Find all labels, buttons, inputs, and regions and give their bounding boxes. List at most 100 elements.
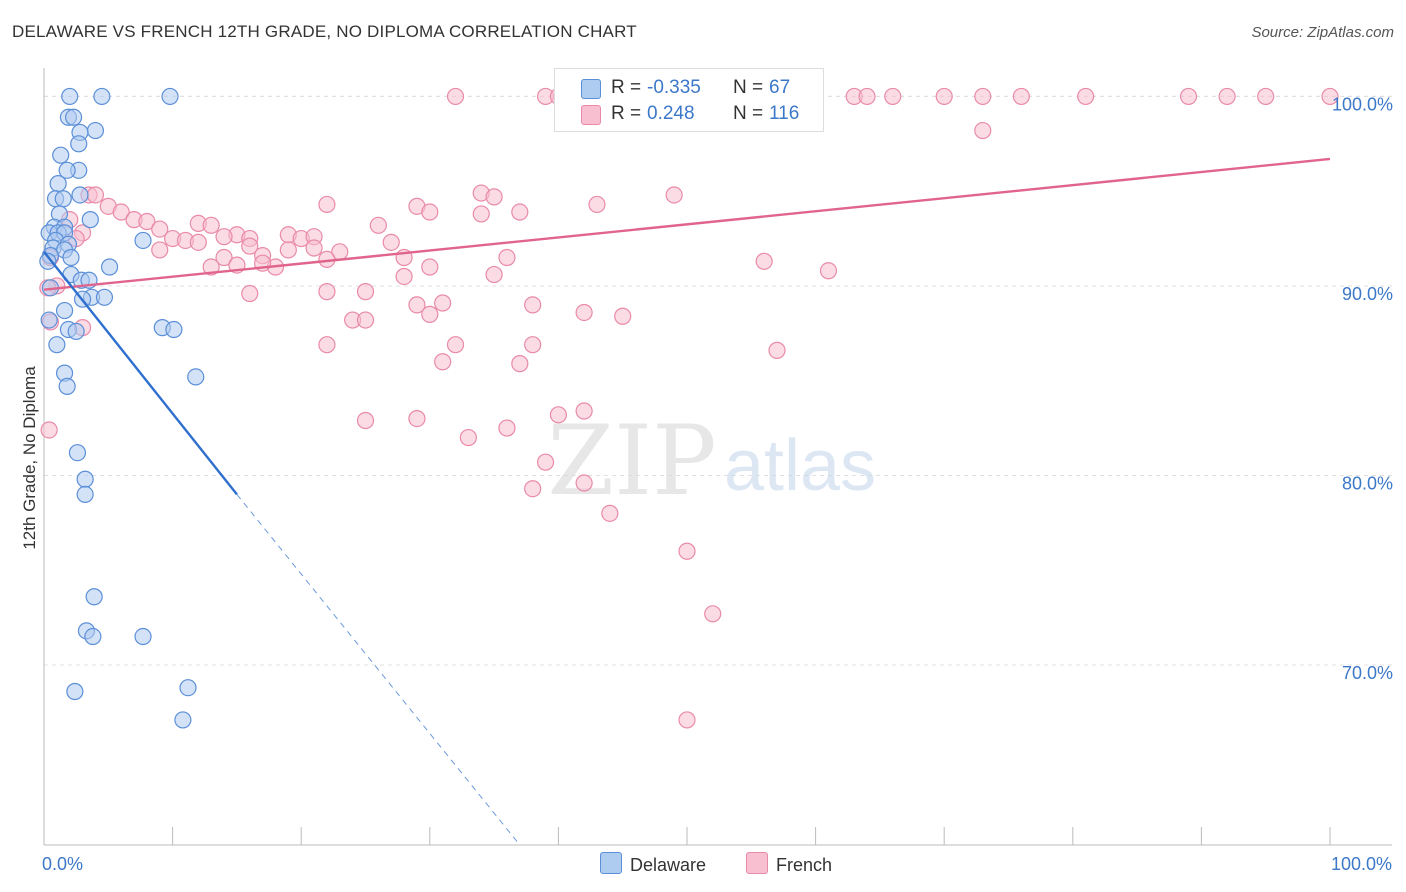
french-point <box>935 87 953 106</box>
french-point <box>1012 87 1030 106</box>
french-point <box>974 121 992 140</box>
bottom-legend-label-delaware: Delaware <box>630 855 707 875</box>
french-point <box>511 355 529 373</box>
y-tick-label: 100.0% <box>1332 94 1393 114</box>
delaware-point <box>84 627 102 646</box>
french-point <box>485 188 503 206</box>
french-point <box>884 87 902 106</box>
delaware-point <box>66 682 84 701</box>
french-point <box>524 296 542 314</box>
french-point <box>305 239 323 257</box>
french-point <box>678 711 696 729</box>
french-point <box>575 303 593 322</box>
french-point <box>704 605 722 623</box>
delaware-point <box>134 627 152 646</box>
y-tick-label: 80.0% <box>1342 473 1393 493</box>
delaware-point <box>61 87 79 106</box>
french-point <box>524 480 542 498</box>
french-point <box>601 504 619 522</box>
delaware-point <box>49 175 67 193</box>
delaware-point <box>187 368 205 386</box>
french-point <box>434 353 452 371</box>
delaware-point <box>179 679 197 697</box>
delaware-point <box>93 87 111 106</box>
french-point <box>768 341 786 359</box>
legend-n-label: N = <box>733 77 764 98</box>
legend-swatch-french <box>581 105 601 125</box>
delaware-point <box>48 336 66 354</box>
french-point <box>241 284 259 303</box>
french-point <box>511 203 529 221</box>
delaware-point <box>76 485 94 504</box>
legend-r-label: R = <box>611 103 642 124</box>
delaware-point <box>161 87 179 106</box>
french-point <box>614 307 632 325</box>
french-point <box>356 283 375 301</box>
legend-n-value: 116 <box>769 103 800 124</box>
french-point <box>434 294 452 312</box>
delaware-trendline <box>43 251 238 496</box>
delaware-point <box>64 108 83 126</box>
french-point <box>421 258 439 276</box>
delaware-point <box>55 301 74 320</box>
french-point <box>755 252 773 270</box>
french-point <box>112 203 130 221</box>
french-point <box>858 87 876 106</box>
legend-r-value: 0.248 <box>647 103 695 124</box>
french-point <box>1077 87 1095 106</box>
french-point <box>498 248 516 267</box>
watermark-atlas: atlas <box>724 426 876 506</box>
delaware-point <box>86 121 105 140</box>
french-series <box>39 87 1339 729</box>
x-tick-label: 100.0% <box>1331 854 1392 874</box>
french-trendline <box>43 157 1331 291</box>
delaware-point <box>54 190 72 208</box>
french-point <box>1321 87 1339 106</box>
source-label: Source: ZipAtlas.com <box>1251 24 1394 41</box>
french-point <box>446 336 465 354</box>
french-point <box>241 237 259 255</box>
french-point <box>549 406 568 424</box>
french-point <box>421 203 439 221</box>
y-tick-label: 70.0% <box>1342 663 1393 683</box>
french-point <box>472 205 490 223</box>
french-point <box>485 265 503 284</box>
french-point <box>665 186 683 204</box>
bottom-legend-delaware: Delaware <box>600 852 706 876</box>
bottom-legend-swatch-delaware <box>600 852 622 874</box>
french-point <box>1257 87 1275 106</box>
french-point <box>202 216 220 234</box>
french-point <box>678 542 696 560</box>
delaware-point <box>134 231 152 250</box>
grid-lines <box>44 95 1392 666</box>
delaware-trendline-extension <box>236 494 521 846</box>
delaware-point <box>58 377 76 395</box>
legend-r-value: -0.335 <box>647 77 701 98</box>
delaware-point <box>39 252 57 270</box>
bottom-legend-label-french: French <box>776 855 833 875</box>
tick-labels: 70.0% 80.0% 90.0% 100.0% 0.0% 100.0% <box>42 94 1393 874</box>
french-point <box>588 195 606 214</box>
french-point <box>138 212 156 231</box>
axes <box>43 68 1392 846</box>
y-axis-label: 12th Grade, No Diploma <box>20 366 39 550</box>
french-point <box>318 283 336 301</box>
french-point <box>575 474 593 492</box>
french-point <box>1218 87 1236 106</box>
french-point <box>408 296 426 314</box>
delaware-point <box>52 146 70 164</box>
x-tick-label: 0.0% <box>42 854 83 874</box>
delaware-point <box>76 470 94 488</box>
y-tick-label: 90.0% <box>1342 284 1393 304</box>
french-point <box>446 87 465 106</box>
french-point <box>1179 87 1198 106</box>
legend-swatch-delaware <box>581 79 601 99</box>
french-point <box>421 305 439 323</box>
french-point <box>40 421 58 439</box>
delaware-point <box>67 322 85 341</box>
delaware-point <box>70 135 88 153</box>
watermark: ZIP atlas <box>547 405 876 517</box>
delaware-point <box>71 186 89 204</box>
french-point <box>459 428 477 447</box>
